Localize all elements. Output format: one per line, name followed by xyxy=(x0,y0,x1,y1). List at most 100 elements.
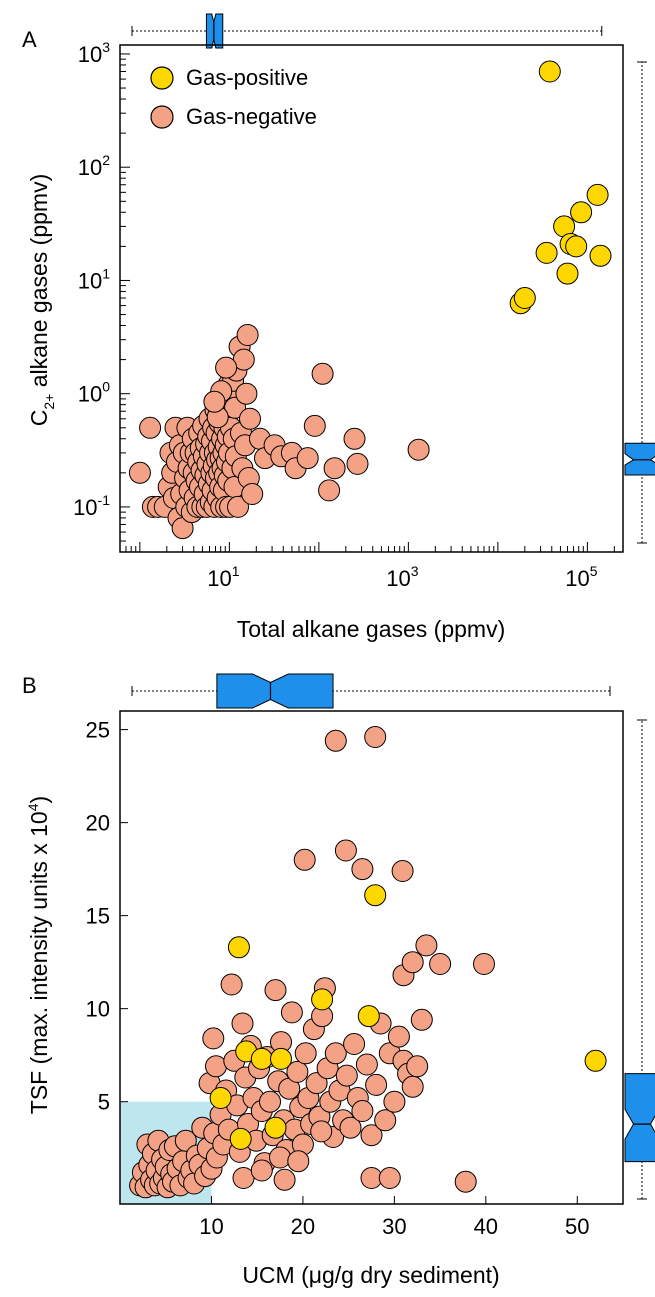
box-body xyxy=(624,1073,655,1163)
x-tick-label: 105 xyxy=(565,563,597,591)
data-point-gas-negative xyxy=(231,1012,254,1035)
data-point-gas-positive xyxy=(556,262,579,285)
panel-a-y-ticks: 10-1 100 101 102 103 xyxy=(73,39,110,520)
y-tick-label: 15 xyxy=(86,904,110,929)
data-point-gas-positive xyxy=(513,287,536,309)
data-point-gas-negative xyxy=(334,839,357,862)
box-body xyxy=(624,442,655,476)
data-point-gas-negative xyxy=(202,1027,225,1050)
panel-a-points xyxy=(128,60,612,540)
data-point-gas-negative xyxy=(429,953,452,975)
data-point-gas-negative xyxy=(339,1116,362,1139)
y-tick-label: 10-1 xyxy=(73,492,110,520)
data-point-gas-negative xyxy=(378,1167,401,1189)
data-point-gas-positive xyxy=(250,1047,273,1070)
y-tick-label: 102 xyxy=(78,152,110,180)
data-point-gas-negative xyxy=(346,452,369,475)
data-point-gas-negative xyxy=(365,1073,388,1096)
data-point-gas-negative xyxy=(351,858,374,881)
data-point-gas-positive xyxy=(586,183,609,206)
data-point-gas-negative xyxy=(236,324,259,346)
panel-b-top-boxplot xyxy=(131,673,611,709)
panel-b-y-label-main: TSF (max. intensity units x 10 xyxy=(26,811,52,1114)
panel-b-plot-frame xyxy=(119,710,624,1205)
data-point-gas-negative xyxy=(401,1075,424,1098)
data-point-gas-negative xyxy=(215,356,238,379)
data-point-gas-negative xyxy=(473,953,495,975)
data-point-gas-negative xyxy=(303,414,326,437)
x-tick-label: 103 xyxy=(386,563,418,591)
data-point-gas-negative xyxy=(269,1146,291,1169)
data-point-gas-negative xyxy=(318,479,341,502)
box-body xyxy=(205,13,224,49)
x-tick-label: 50 xyxy=(565,1214,589,1239)
y-tick-label: 20 xyxy=(86,811,110,836)
data-point-gas-positive xyxy=(229,1127,252,1150)
y-tick-label: 103 xyxy=(78,39,110,67)
data-point-gas-negative xyxy=(407,438,430,461)
panel-b-y-label-close: ) xyxy=(26,796,52,804)
data-point-gas-negative xyxy=(454,1170,477,1193)
legend-marker-gas-positive xyxy=(150,66,174,90)
data-point-gas-negative xyxy=(273,1168,296,1191)
y-tick-label: 25 xyxy=(86,718,110,743)
panel-b-x-axis-label: UCM (μg/g dry sediment) xyxy=(242,1262,499,1288)
data-point-gas-negative xyxy=(280,1001,303,1024)
data-point-gas-positive xyxy=(538,60,561,83)
panel-a-x-ticks: 101 103 105 xyxy=(207,563,598,591)
data-point-gas-negative xyxy=(205,1055,227,1078)
data-point-gas-negative xyxy=(305,1072,328,1095)
data-point-gas-negative xyxy=(355,1053,378,1076)
data-point-gas-negative xyxy=(174,1129,197,1152)
data-point-gas-positive xyxy=(264,1116,287,1139)
panel-b: B 10 20 30 40 50 5 10 15 20 25 UCM (μg/g dry sed… xyxy=(22,673,655,1288)
data-point-gas-negative xyxy=(294,1042,317,1065)
data-point-gas-negative xyxy=(250,1159,273,1182)
data-point-gas-negative xyxy=(387,1025,410,1048)
y-tick-label: 10 xyxy=(86,997,110,1022)
x-tick-label: 40 xyxy=(474,1214,498,1239)
data-point-gas-negative xyxy=(293,848,316,871)
panel-a-y-axis-label: C2+ alkane gases (ppmv) xyxy=(26,174,57,426)
data-point-gas-negative xyxy=(415,934,438,957)
y-tick-label: 100 xyxy=(78,379,110,407)
data-point-gas-negative xyxy=(259,1090,281,1113)
data-point-gas-negative xyxy=(235,382,258,405)
data-point-gas-positive xyxy=(589,244,612,267)
panel-a-right-boxplot xyxy=(624,61,655,544)
panel-b-y-axis-label: TSF (max. intensity units x 104) xyxy=(25,796,52,1114)
x-tick-label: 20 xyxy=(291,1214,315,1239)
x-tick-label: 30 xyxy=(382,1214,406,1239)
legend-label-gas-positive: Gas-positive xyxy=(186,65,308,90)
data-point-gas-negative xyxy=(391,860,414,882)
panel-a-plot-frame xyxy=(119,44,624,553)
panel-b-x-ticks: 10 20 30 40 50 xyxy=(199,1196,590,1239)
data-point-gas-negative xyxy=(310,1120,333,1143)
data-point-gas-negative xyxy=(203,390,226,413)
data-point-gas-positive xyxy=(364,884,387,907)
panel-a-x-axis-label: Total alkane gases (ppmv) xyxy=(237,616,505,642)
data-point-gas-negative xyxy=(323,457,346,480)
panel-b-y-label-exp: 4 xyxy=(25,803,41,811)
panel-a-y-label-rest: alkane gases (ppmv) xyxy=(26,174,52,394)
x-tick-label: 10 xyxy=(199,1214,223,1239)
panel-a-y-label-sub: 2+ xyxy=(41,394,57,410)
data-point-gas-positive xyxy=(357,1005,380,1028)
data-point-gas-negative xyxy=(324,729,347,752)
panel-a: A 101 103 105 10-1 100 101 102 103 Gas-positiv… xyxy=(22,13,655,642)
data-point-gas-negative xyxy=(296,447,319,470)
panel-b-points xyxy=(129,726,607,1199)
data-point-gas-negative xyxy=(287,1150,310,1173)
data-point-gas-negative xyxy=(241,483,264,505)
data-point-gas-negative xyxy=(139,416,162,439)
box-body xyxy=(216,673,334,709)
data-point-gas-negative xyxy=(324,1042,347,1065)
data-point-gas-positive xyxy=(270,1047,292,1070)
data-point-gas-negative xyxy=(360,1124,383,1147)
data-point-gas-positive xyxy=(570,201,593,224)
data-point-gas-negative xyxy=(374,1109,397,1132)
panel-a-minor-ticks xyxy=(119,53,615,553)
data-point-gas-negative xyxy=(311,362,334,385)
panel-b-right-boxplot xyxy=(624,719,655,1200)
